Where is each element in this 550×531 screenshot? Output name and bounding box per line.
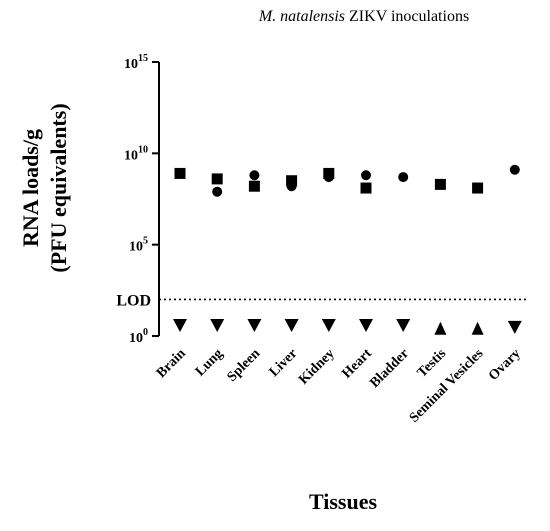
data-point-triangle-down bbox=[321, 319, 336, 333]
data-point-circle bbox=[249, 170, 260, 181]
x-tick-label: Lung bbox=[193, 346, 226, 379]
data-point-circle bbox=[509, 164, 520, 175]
chart-title: M. natalensis ZIKV inoculations bbox=[258, 8, 469, 25]
y-tick-label: 100 bbox=[129, 327, 148, 346]
data-point-triangle-down bbox=[359, 319, 373, 333]
data-point-triangle-down bbox=[247, 319, 262, 333]
x-tick-label: Testis bbox=[415, 346, 450, 381]
y-axis-title-line2: (PFU equivalents) bbox=[46, 103, 71, 272]
data-point-square bbox=[472, 182, 484, 194]
data-point-square bbox=[211, 173, 223, 185]
data-point-square bbox=[434, 178, 446, 190]
data-point-square bbox=[248, 180, 260, 192]
data-point-circle bbox=[361, 170, 371, 181]
y-tick-label: 105 bbox=[129, 236, 148, 255]
data-point-circle bbox=[212, 186, 223, 197]
x-tick-label: Liver bbox=[267, 346, 301, 380]
data-point-circle bbox=[398, 172, 409, 183]
y-tick-label: 1015 bbox=[124, 53, 148, 72]
x-tick-label: Brain bbox=[154, 346, 189, 381]
lod-label: LOD bbox=[116, 292, 151, 309]
x-tick-label: Bladder bbox=[367, 346, 412, 391]
data-point-circle bbox=[323, 172, 334, 183]
data-point-triangle-down bbox=[507, 320, 522, 334]
y-axis-title-line1: RNA loads/g bbox=[18, 129, 43, 247]
data-point-square bbox=[360, 182, 372, 194]
x-axis-title: Tissues bbox=[309, 489, 378, 514]
data-points bbox=[173, 164, 522, 335]
data-point-triangle-down bbox=[210, 319, 225, 333]
x-tick-label: Kidney bbox=[296, 346, 337, 387]
x-tick-label: Spleen bbox=[225, 346, 264, 385]
data-point-triangle-down bbox=[173, 319, 187, 333]
data-point-triangle-down bbox=[284, 319, 299, 333]
y-axis-ticks: 100 105 1010 1015 bbox=[124, 53, 159, 346]
data-point-triangle-up bbox=[471, 321, 484, 335]
data-point-triangle-down bbox=[396, 319, 411, 333]
x-tick-label: Ovary bbox=[486, 346, 524, 384]
data-point-square bbox=[286, 175, 298, 187]
data-point-triangle-up bbox=[434, 321, 447, 335]
y-tick-label: 1010 bbox=[124, 144, 148, 163]
data-point-square bbox=[174, 167, 186, 179]
x-tick-label: Heart bbox=[339, 346, 375, 382]
y-axis-title: RNA loads/g (PFU equivalents) bbox=[18, 103, 71, 272]
data-point-circle bbox=[286, 181, 297, 192]
